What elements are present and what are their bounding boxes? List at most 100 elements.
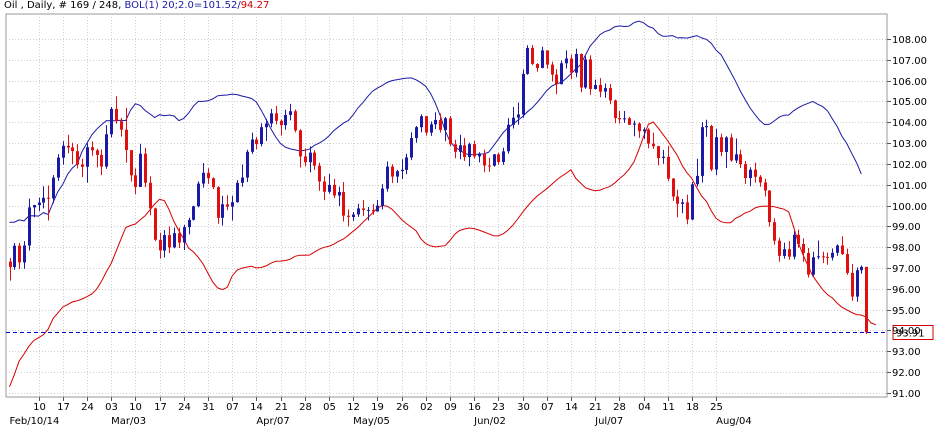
candle-body <box>289 111 292 115</box>
x-day-label: 16 <box>468 402 481 413</box>
candle <box>459 134 462 160</box>
candle-body <box>415 127 418 138</box>
candle <box>657 145 660 166</box>
candle <box>251 132 254 154</box>
candle <box>275 106 278 125</box>
candle <box>754 162 757 183</box>
candle <box>318 162 321 191</box>
candle <box>188 217 191 235</box>
candle <box>463 137 466 161</box>
candle <box>294 109 297 133</box>
candle <box>473 140 476 159</box>
candle <box>212 177 215 190</box>
candle <box>686 194 689 225</box>
candle <box>759 175 762 187</box>
y-tick-label: 94.00 <box>892 326 921 337</box>
candle <box>749 167 752 187</box>
candle-body <box>42 197 45 203</box>
candle <box>100 149 103 176</box>
candle-body <box>686 202 689 220</box>
candle-body <box>134 175 137 187</box>
x-day-label: 12 <box>347 402 360 413</box>
candle-body <box>396 171 399 177</box>
candle <box>614 99 617 124</box>
candle <box>246 149 249 182</box>
candle-body <box>754 169 757 177</box>
candle-body <box>120 121 123 130</box>
candle-body <box>251 139 254 152</box>
candle <box>178 227 181 248</box>
x-day-label: 28 <box>613 402 626 413</box>
candle-body <box>328 184 331 192</box>
candle-body <box>130 150 133 176</box>
candle-body <box>386 166 389 189</box>
candle <box>33 204 36 218</box>
candle <box>822 251 825 263</box>
candle <box>643 127 646 139</box>
candle-body <box>604 88 607 92</box>
candle-body <box>783 249 786 256</box>
candle-body <box>512 117 515 125</box>
candle-body <box>502 151 505 162</box>
candle <box>497 152 500 165</box>
candle <box>372 204 375 215</box>
candles <box>9 45 868 334</box>
candle-body <box>47 197 50 199</box>
candle-body <box>662 156 665 158</box>
candle-body <box>715 137 718 170</box>
candle <box>396 169 399 183</box>
candle <box>430 121 433 136</box>
candle <box>555 69 558 95</box>
candle-body <box>618 118 621 120</box>
candle <box>105 125 108 169</box>
candle-body <box>212 178 215 188</box>
candle <box>836 244 839 256</box>
candle-body <box>9 261 12 268</box>
candle-body <box>633 123 636 125</box>
candle <box>144 147 147 188</box>
candle-body <box>67 145 70 148</box>
candle-body <box>831 252 834 258</box>
candle-body <box>18 245 21 263</box>
candle <box>168 226 171 253</box>
candle-body <box>522 73 525 115</box>
candle <box>672 178 675 201</box>
candle-body <box>168 235 171 248</box>
candle <box>28 198 31 251</box>
candle-body <box>735 154 738 161</box>
candle-body <box>163 235 166 251</box>
candle <box>560 60 563 85</box>
candle-body <box>367 209 370 211</box>
candle-body <box>812 257 815 275</box>
candle <box>676 189 679 218</box>
candle <box>9 258 12 281</box>
candle-body <box>468 144 471 157</box>
candle-body <box>638 123 641 132</box>
candle-body <box>178 233 181 243</box>
candle <box>638 122 641 138</box>
candle-body <box>86 147 89 167</box>
candle <box>42 186 45 209</box>
x-day-label: 14 <box>565 402 578 413</box>
candle-body <box>701 127 704 176</box>
candle-body <box>454 144 457 152</box>
candle-body <box>236 182 239 203</box>
x-day-label: 07 <box>226 402 239 413</box>
candle <box>47 185 50 221</box>
candle-body <box>183 227 186 243</box>
candle <box>381 184 384 210</box>
candle <box>512 107 515 129</box>
candle-body <box>110 108 113 135</box>
x-day-label: 05 <box>323 402 336 413</box>
candle <box>231 195 234 221</box>
candle-body <box>730 137 733 161</box>
candle <box>589 55 592 95</box>
x-day-label: 18 <box>686 402 699 413</box>
x-day-label: 14 <box>250 402 263 413</box>
candle-body <box>463 145 466 157</box>
candle-body <box>318 165 321 182</box>
candle-body <box>100 154 103 167</box>
x-day-label: 10 <box>129 402 142 413</box>
bollinger-lower-value: 94.27 <box>240 0 270 11</box>
candle-body <box>401 169 404 172</box>
